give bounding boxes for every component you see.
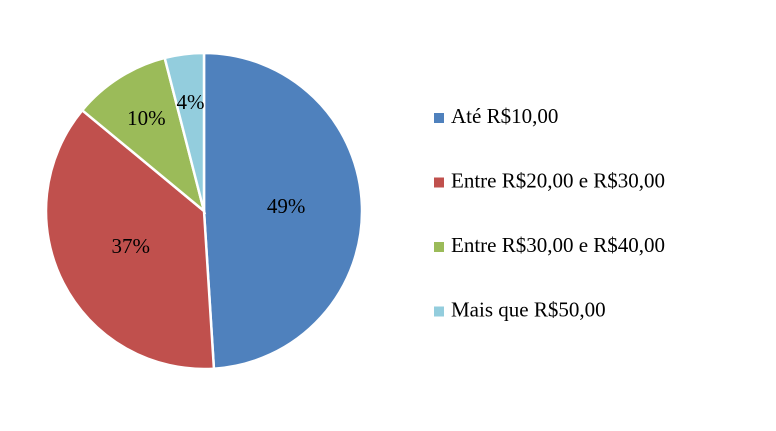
legend-label: Entre R$30,00 e R$40,00 — [451, 233, 665, 257]
pie-slice — [202, 51, 364, 371]
data-label: 37% — [112, 234, 151, 258]
data-label: 4% — [177, 90, 205, 114]
legend-swatch — [434, 177, 444, 188]
data-label: 10% — [127, 106, 166, 130]
legend-label: Até R$10,00 — [451, 104, 558, 128]
legend-swatch — [434, 113, 444, 123]
pie-slice — [44, 108, 216, 371]
pie-slice — [163, 51, 206, 212]
legend-label: Entre R$20,00 e R$30,00 — [451, 168, 665, 192]
legend-swatch — [434, 306, 444, 317]
legend-label: Mais que R$50,00 — [451, 297, 606, 321]
data-label: 49% — [267, 194, 306, 218]
legend-swatch — [434, 242, 444, 252]
